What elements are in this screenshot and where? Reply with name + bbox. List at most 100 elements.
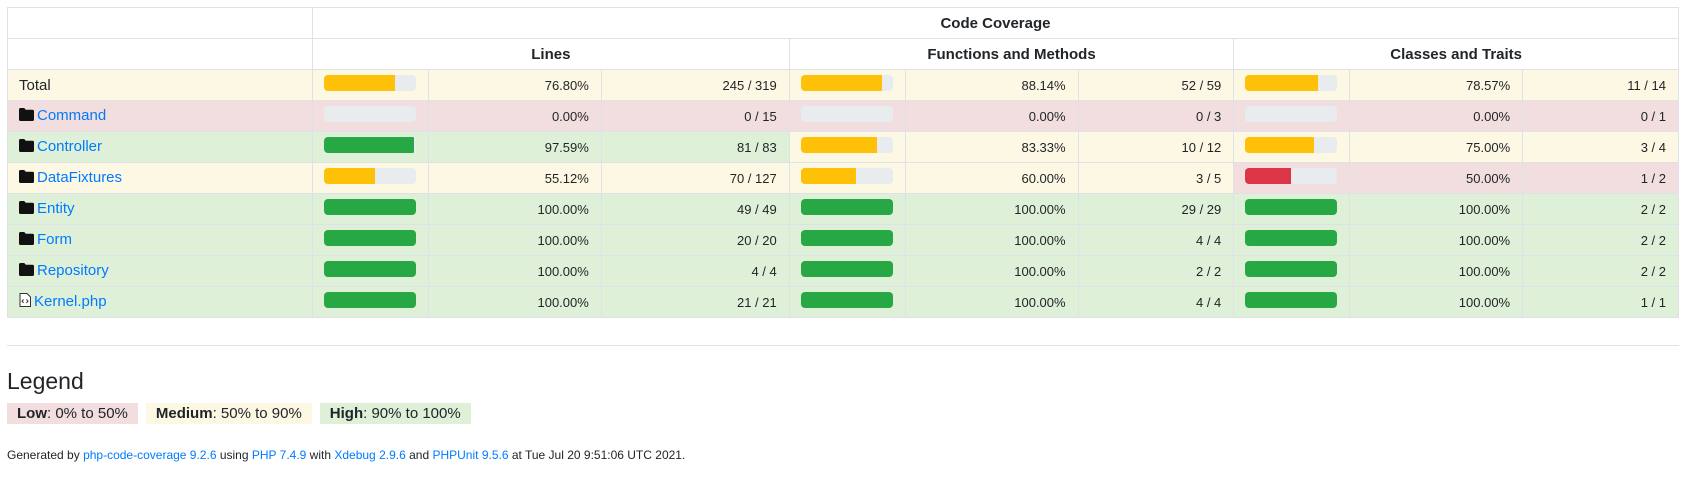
lines-progress-fill: [323, 292, 416, 308]
functions-progress-bar: [800, 292, 893, 308]
classes-percent: 100.00%: [1349, 255, 1524, 287]
functions-count: 0 / 3: [1077, 100, 1235, 132]
functions-percent: 88.14%: [904, 69, 1079, 101]
legend-high: High: 90% to 100%: [319, 403, 471, 424]
classes-count: 11 / 14: [1522, 69, 1679, 101]
separator: [7, 345, 1679, 346]
classes-percent: 75.00%: [1349, 131, 1524, 163]
xdebug-link[interactable]: Xdebug 2.9.6: [334, 448, 406, 462]
classes-progress-bar: [1245, 230, 1338, 246]
row-link[interactable]: Form: [37, 231, 72, 248]
functions-bar-cell: [788, 162, 906, 194]
functions-progress-fill: [800, 199, 893, 215]
functions-progress-fill: [800, 261, 893, 277]
row-name-cell: Form: [7, 224, 313, 256]
row-link[interactable]: Entity: [37, 200, 75, 217]
header-lines: Lines: [311, 38, 790, 70]
lines-percent: 100.00%: [427, 255, 602, 287]
table-row: Entity 100.00% 49 / 49 100.00% 29 / 29 100.00…: [7, 193, 1679, 225]
table-row: DataFixtures 55.12% 70 / 127 60.00% 3 / 5 50.…: [7, 162, 1679, 194]
functions-percent: 100.00%: [904, 224, 1079, 256]
row-link[interactable]: Kernel.php: [34, 293, 107, 310]
legend: Low: 0% to 50% Medium: 50% to 90% High: …: [7, 403, 471, 424]
classes-bar-cell: [1233, 100, 1351, 132]
functions-count: 10 / 12: [1077, 131, 1235, 163]
row-link[interactable]: Repository: [37, 262, 109, 279]
functions-progress-bar: [800, 75, 893, 91]
classes-progress-fill: [1245, 199, 1338, 215]
row-name-cell: Controller: [7, 131, 313, 163]
php-code-coverage-link[interactable]: php-code-coverage 9.2.6: [83, 448, 217, 462]
classes-progress-fill: [1245, 137, 1315, 153]
functions-percent: 100.00%: [904, 286, 1079, 318]
functions-count: 52 / 59: [1077, 69, 1235, 101]
lines-count: 245 / 319: [600, 69, 790, 101]
lines-progress-fill: [323, 261, 416, 277]
lines-progress-bar: [323, 106, 416, 122]
classes-bar-cell: [1233, 286, 1351, 318]
functions-bar-cell: [788, 100, 906, 132]
lines-percent: 55.12%: [427, 162, 602, 194]
lines-progress-bar: [323, 230, 416, 246]
lines-count: 49 / 49: [600, 193, 790, 225]
functions-progress-bar: [800, 137, 893, 153]
classes-progress-bar: [1245, 75, 1338, 91]
lines-percent: 76.80%: [427, 69, 602, 101]
coverage-table: Code Coverage Lines Functions and Method…: [7, 7, 1680, 318]
classes-progress-fill: [1245, 230, 1338, 246]
lines-percent: 97.59%: [427, 131, 602, 163]
phpunit-link[interactable]: PHPUnit 9.5.6: [432, 448, 509, 462]
classes-count: 1 / 1: [1522, 286, 1679, 318]
functions-bar-cell: [788, 131, 906, 163]
php-link[interactable]: PHP 7.4.9: [251, 448, 307, 462]
lines-bar-cell: [311, 255, 429, 287]
legend-low-label: Low: [17, 405, 47, 422]
footer-prefix: Generated by: [7, 448, 84, 462]
functions-bar-cell: [788, 69, 906, 101]
header-code-coverage: Code Coverage: [311, 7, 1680, 39]
classes-bar-cell: [1233, 193, 1351, 225]
lines-count: 0 / 15: [600, 100, 790, 132]
classes-progress-fill: [1245, 168, 1292, 184]
footer-and: and: [405, 448, 433, 462]
lines-bar-cell: [311, 162, 429, 194]
classes-percent: 100.00%: [1349, 193, 1524, 225]
row-label: Total: [19, 76, 51, 94]
lines-bar-cell: [311, 224, 429, 256]
classes-bar-cell: [1233, 162, 1351, 194]
row-link[interactable]: DataFixtures: [37, 169, 123, 186]
functions-percent: 100.00%: [904, 255, 1079, 287]
classes-progress-bar: [1245, 292, 1338, 308]
functions-count: 3 / 5: [1077, 162, 1235, 194]
footer-suffix: at Tue Jul 20 9:51:06 UTC 2021.: [508, 448, 686, 462]
lines-bar-cell: [311, 131, 429, 163]
folder-icon: [19, 139, 34, 156]
classes-progress-bar: [1245, 261, 1338, 277]
footer-with: with: [306, 448, 335, 462]
legend-high-label: High: [329, 405, 364, 422]
functions-percent: 83.33%: [904, 131, 1079, 163]
classes-progress-bar: [1245, 137, 1338, 153]
functions-count: 2 / 2: [1077, 255, 1235, 287]
functions-progress-bar: [800, 106, 893, 122]
functions-bar-cell: [788, 193, 906, 225]
classes-progress-fill: [1245, 75, 1318, 91]
classes-count: 3 / 4: [1522, 131, 1679, 163]
classes-count: 2 / 2: [1522, 255, 1679, 287]
lines-count: 81 / 83: [600, 131, 790, 163]
functions-bar-cell: [788, 286, 906, 318]
header-classes-traits: Classes and Traits: [1233, 38, 1679, 70]
row-link[interactable]: Command: [37, 107, 107, 124]
legend-low-range: : 0% to 50%: [47, 405, 128, 422]
classes-progress-bar: [1245, 199, 1338, 215]
row-link[interactable]: Controller: [37, 138, 103, 155]
lines-percent: 0.00%: [427, 100, 602, 132]
functions-progress-bar: [800, 199, 893, 215]
legend-medium-label: Medium: [155, 405, 213, 422]
functions-percent: 100.00%: [904, 193, 1079, 225]
lines-progress-fill: [323, 137, 414, 153]
classes-count: 2 / 2: [1522, 224, 1679, 256]
lines-count: 20 / 20: [600, 224, 790, 256]
folder-icon: [19, 232, 34, 249]
